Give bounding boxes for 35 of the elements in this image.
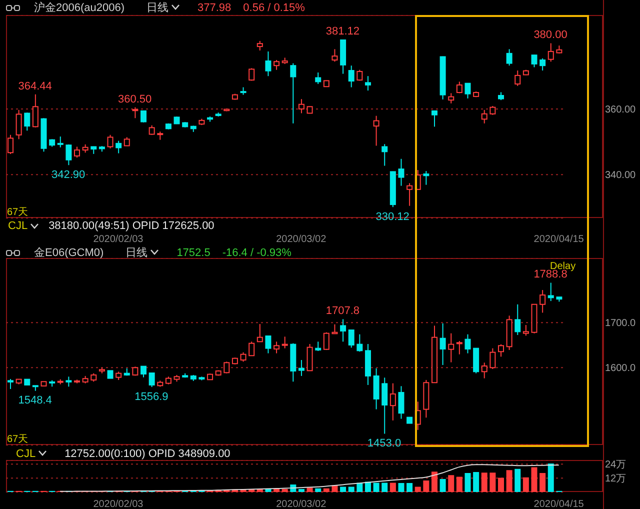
annotation: 381.12 [326,26,360,38]
x-tick-label: 2020/04/15 [534,234,584,246]
chart-title: 金E06(GCM0) [34,246,104,260]
annotation: 1707.8 [326,305,360,318]
annotation: 342.90 [52,168,86,181]
text: CJL [8,220,28,232]
chart-subtitle: 日线 [126,246,148,260]
annotation: 67天 [7,433,28,446]
annotation: 364.44 [18,80,52,92]
x-tick-label: 2020/02/03 [93,234,144,246]
annotation: 67天 [7,206,28,219]
annotation: 1788.8 [534,268,568,281]
y-tick-label: 360.00 [605,104,636,116]
annotation: 1548.4 [18,394,52,407]
y-tick-label: 1700.0 [605,318,636,330]
y-tick-label: 24万 [605,460,626,471]
x-tick-label: 2020/03/02 [276,499,327,509]
text: 38180.00(49:51) OPID 172625.00 [48,220,214,232]
text: -16.4 / -0.93% [222,246,292,258]
y-tick-label: 1600.0 [605,363,636,374]
chart-subtitle: 日线 [146,1,169,15]
y-tick-label: 340.00 [605,170,636,182]
text: 0.56 / 0.15% [243,2,305,14]
text: 12752.00(0:100) OPID 348909.00 [64,448,230,460]
chart-title: 沪金2006(au2006) [34,0,125,15]
annotation: 360.50 [118,93,152,106]
x-tick-label: 2020/02/03 [93,499,144,509]
x-tick-label: 2020/03/02 [276,234,327,246]
y-tick-label: 12万 [605,474,626,485]
x-tick-label: 2020/04/15 [534,499,584,509]
text: 377.98 [198,2,232,14]
text: 1752.5 [176,246,210,258]
annotation: 380.00 [534,29,568,42]
annotation: 1556.9 [134,390,168,403]
chart-title: CJL [16,448,36,460]
